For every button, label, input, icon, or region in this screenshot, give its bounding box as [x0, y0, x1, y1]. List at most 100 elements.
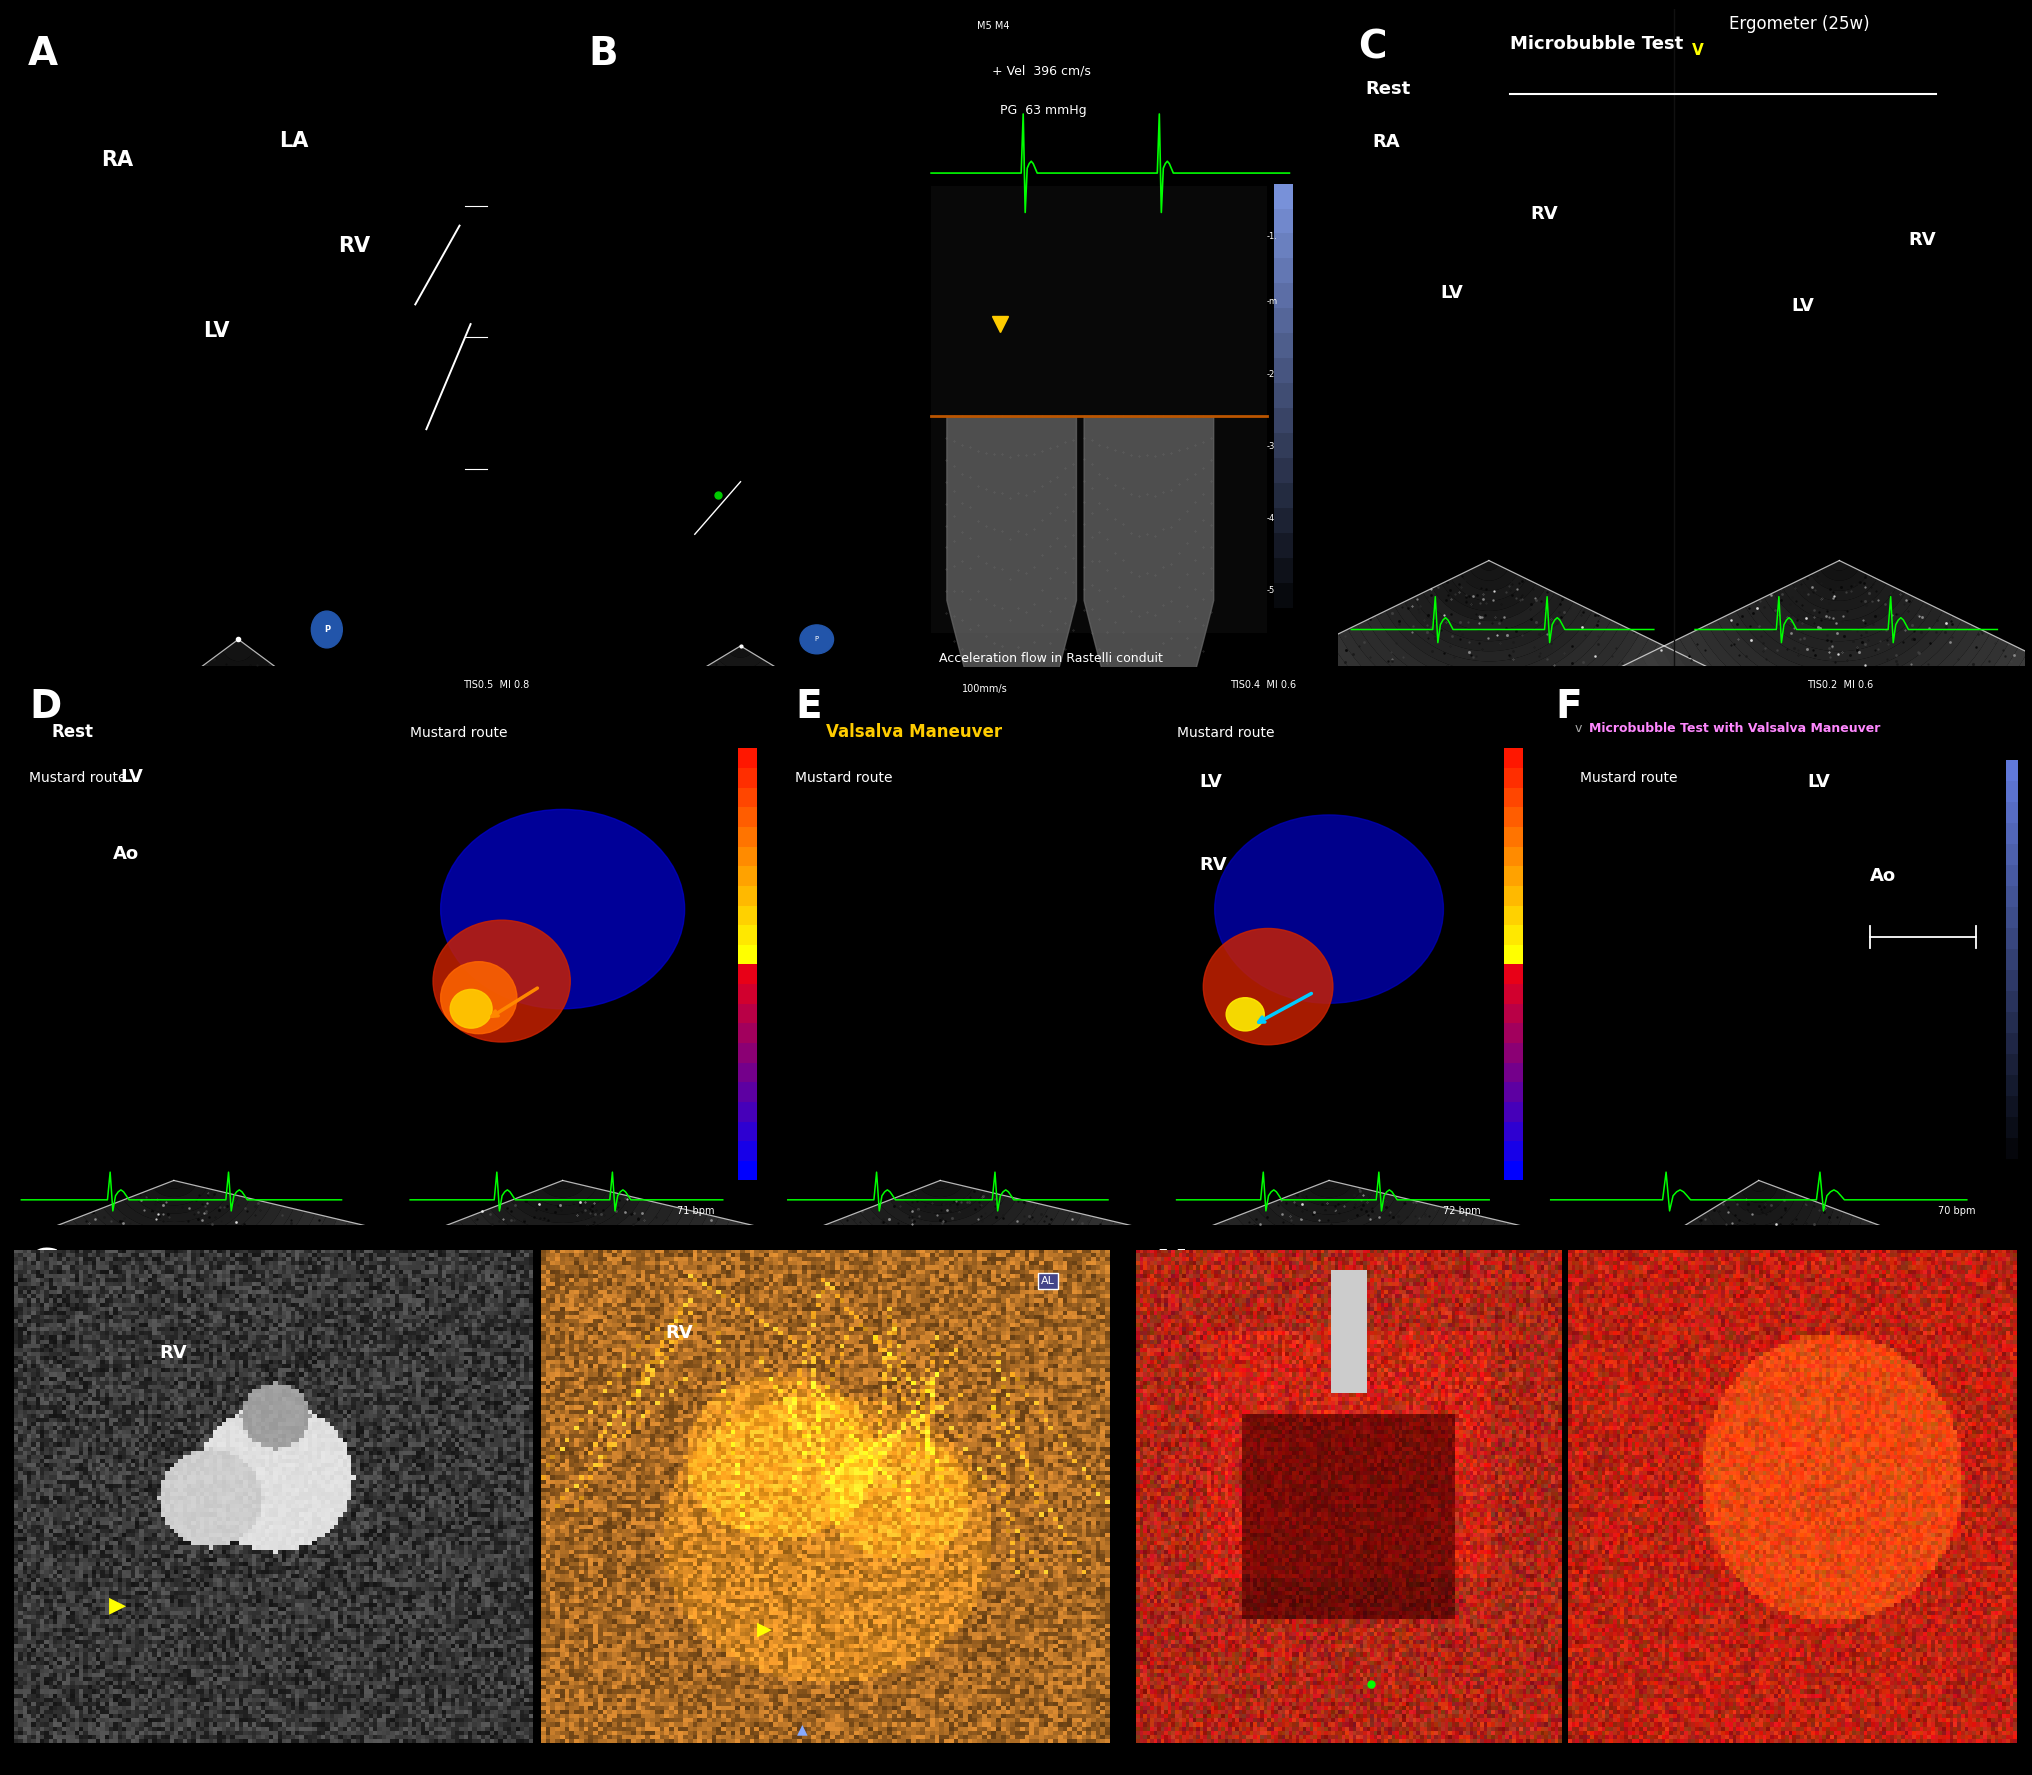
Wedge shape — [144, 1186, 207, 1205]
Wedge shape — [33, 1214, 325, 1298]
Bar — [2004, 864, 2016, 886]
Wedge shape — [396, 1219, 740, 1317]
Wedge shape — [650, 692, 829, 740]
Wedge shape — [1195, 1212, 1473, 1290]
Text: Mustard route: Mustard route — [1177, 726, 1274, 740]
Wedge shape — [224, 639, 254, 660]
Wedge shape — [900, 1187, 983, 1214]
Wedge shape — [345, 1234, 797, 1360]
Wedge shape — [0, 836, 518, 1031]
Wedge shape — [695, 666, 784, 692]
Bar — [1274, 483, 1292, 508]
Wedge shape — [154, 1182, 195, 1196]
Text: Mustard route: Mustard route — [1579, 770, 1676, 785]
Text: TIS0.4  MI 0.6: TIS0.4 MI 0.6 — [1229, 680, 1296, 689]
Text: v: v — [1575, 722, 1581, 735]
Bar — [1274, 259, 1292, 284]
Bar — [1274, 359, 1292, 383]
Wedge shape — [1800, 575, 1876, 602]
Bar — [738, 808, 756, 827]
Text: Mustard route: Mustard route — [28, 770, 126, 785]
Wedge shape — [93, 1198, 260, 1246]
Wedge shape — [1697, 1202, 1823, 1258]
Bar — [1504, 1141, 1522, 1161]
Wedge shape — [67, 754, 410, 879]
Wedge shape — [1215, 1207, 1451, 1274]
Text: AL: AL — [1040, 1276, 1055, 1287]
Bar — [1274, 508, 1292, 532]
Wedge shape — [386, 1223, 752, 1324]
Wedge shape — [1262, 666, 1713, 802]
Wedge shape — [1071, 1244, 1607, 1393]
Wedge shape — [1451, 575, 1526, 602]
Text: LV: LV — [203, 321, 230, 341]
Wedge shape — [1479, 561, 1498, 570]
Text: G: G — [28, 1248, 61, 1285]
Wedge shape — [1244, 674, 1733, 824]
Wedge shape — [1384, 607, 1591, 671]
Bar — [2004, 1012, 2016, 1033]
Wedge shape — [1038, 1251, 1640, 1418]
Wedge shape — [1152, 1223, 1518, 1324]
Wedge shape — [207, 651, 270, 683]
Text: ▶: ▶ — [110, 1596, 126, 1615]
Wedge shape — [618, 714, 864, 776]
Bar — [2004, 822, 2016, 843]
Wedge shape — [656, 1250, 1244, 1413]
Ellipse shape — [441, 962, 516, 1033]
Text: RV: RV — [1530, 206, 1557, 224]
Bar — [738, 1102, 756, 1122]
Bar — [1274, 408, 1292, 433]
Wedge shape — [1319, 1180, 1339, 1189]
Wedge shape — [0, 1230, 390, 1347]
Wedge shape — [449, 1207, 685, 1274]
Wedge shape — [1707, 619, 1969, 701]
Wedge shape — [666, 1248, 1233, 1404]
Wedge shape — [469, 1202, 662, 1257]
Wedge shape — [1337, 628, 1638, 722]
Wedge shape — [1642, 651, 2032, 772]
Wedge shape — [161, 685, 317, 749]
Bar — [2004, 760, 2016, 781]
Wedge shape — [2, 1221, 358, 1322]
Wedge shape — [0, 1248, 467, 1404]
Text: Ao: Ao — [1869, 868, 1896, 886]
Bar — [1504, 1161, 1522, 1180]
Bar — [1504, 964, 1522, 983]
Bar — [1504, 808, 1522, 827]
Wedge shape — [1514, 1274, 2020, 1496]
Bar — [1274, 532, 1292, 557]
Text: F: F — [1554, 687, 1581, 726]
Bar — [1274, 309, 1292, 334]
Wedge shape — [729, 646, 752, 659]
Wedge shape — [727, 1232, 1168, 1354]
Wedge shape — [0, 1232, 402, 1354]
Bar — [2004, 1097, 2016, 1116]
Wedge shape — [1357, 619, 1620, 701]
Bar — [738, 905, 756, 925]
Wedge shape — [1233, 680, 1741, 832]
Bar — [1274, 383, 1292, 408]
Wedge shape — [673, 680, 807, 717]
Wedge shape — [53, 1209, 305, 1280]
Wedge shape — [768, 1221, 1124, 1322]
Bar — [738, 1083, 756, 1102]
Bar — [1504, 769, 1522, 788]
Bar — [1504, 905, 1522, 925]
Wedge shape — [1404, 596, 1573, 651]
Bar — [738, 1122, 756, 1141]
Wedge shape — [1725, 611, 1951, 682]
Wedge shape — [1469, 564, 1508, 580]
Bar — [2004, 928, 2016, 950]
Wedge shape — [1309, 643, 1666, 753]
Wedge shape — [1246, 1198, 1418, 1248]
Wedge shape — [1601, 1239, 1926, 1383]
Wedge shape — [1585, 1246, 1945, 1406]
Wedge shape — [717, 1234, 1179, 1363]
Wedge shape — [839, 1203, 1049, 1264]
Wedge shape — [406, 1218, 729, 1308]
Bar — [738, 866, 756, 886]
Wedge shape — [1101, 1235, 1573, 1367]
Bar — [738, 749, 756, 769]
Wedge shape — [1559, 1257, 1973, 1440]
